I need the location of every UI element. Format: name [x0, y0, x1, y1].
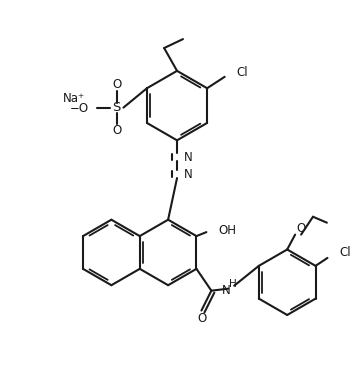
Text: OH: OH: [218, 224, 236, 237]
Text: −O: −O: [70, 102, 89, 115]
Text: S: S: [112, 101, 121, 114]
Text: N: N: [184, 151, 193, 164]
Text: Cl: Cl: [339, 246, 351, 260]
Text: O: O: [296, 222, 306, 235]
Text: O: O: [198, 312, 207, 325]
Text: O: O: [112, 124, 121, 137]
Text: Cl: Cl: [237, 66, 248, 79]
Text: Na⁺: Na⁺: [63, 92, 85, 105]
Text: O: O: [112, 78, 121, 91]
Text: H: H: [229, 279, 237, 289]
Text: N: N: [184, 168, 193, 181]
Text: N: N: [222, 284, 231, 297]
